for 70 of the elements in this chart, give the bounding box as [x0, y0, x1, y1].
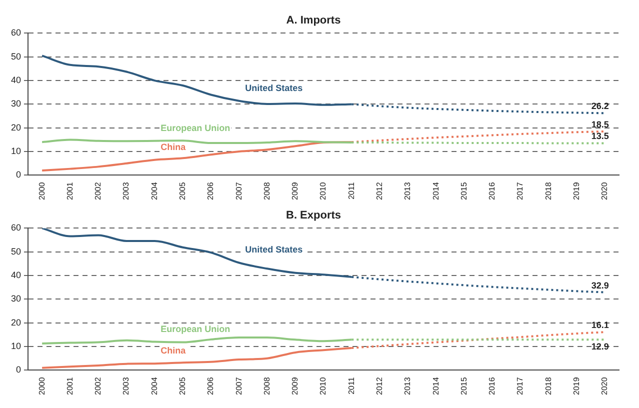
x-tick-label: 2020 — [600, 376, 610, 395]
x-tick-label: 2014 — [431, 182, 440, 200]
x-tick-label: 2010 — [318, 182, 328, 200]
x-tick-label: 2017 — [516, 182, 525, 200]
chart-title: A. Imports — [286, 14, 341, 27]
y-tick-label: 50 — [10, 51, 22, 62]
x-tick-label: 2011 — [346, 376, 356, 394]
x-tick-label: 2019 — [572, 182, 581, 200]
x-tick-label: 2009 — [290, 376, 300, 395]
x-tick-label: 2016 — [488, 182, 497, 200]
chart-title: B. Exports — [286, 210, 342, 222]
y-tick-label: 0 — [16, 170, 22, 180]
data-label: 26.2 — [591, 101, 609, 112]
x-tick-label: 2000 — [37, 182, 46, 200]
y-tick-label: 40 — [10, 75, 22, 86]
x-tick-label: 2012 — [374, 376, 384, 395]
y-tick-label: 0 — [16, 364, 22, 375]
series-label: United States — [245, 82, 303, 93]
x-tick-label: 2006 — [206, 376, 216, 395]
y-tick-label: 20 — [10, 122, 22, 132]
data-label: 13.5 — [591, 131, 609, 142]
x-tick-label: 2002 — [94, 182, 103, 200]
x-tick-label: 2015 — [459, 376, 468, 395]
x-tick-label: 2011 — [346, 182, 356, 200]
data-label: 32.9 — [591, 280, 609, 290]
data-label: 18.5 — [591, 119, 609, 130]
x-tick-label: 2000 — [37, 376, 46, 395]
x-tick-label: 2004 — [150, 182, 159, 200]
x-tick-label: 2013 — [403, 376, 412, 395]
x-tick-label: 2003 — [122, 376, 131, 395]
series-label: European Union — [160, 122, 230, 133]
y-tick-label: 60 — [10, 222, 22, 233]
x-tick-label: 2019 — [572, 376, 581, 395]
x-tick-label: 2001 — [65, 376, 74, 395]
y-tick-label: 30 — [10, 294, 22, 304]
x-tick-label: 2018 — [544, 182, 553, 200]
series-label: European Union — [160, 324, 230, 334]
y-tick-label: 20 — [10, 317, 22, 328]
x-tick-label: 2002 — [94, 376, 103, 395]
x-tick-label: 2005 — [178, 376, 187, 395]
x-tick-label: 2012 — [374, 182, 384, 200]
x-tick-label: 2003 — [122, 182, 131, 200]
series-label: United States — [245, 244, 303, 255]
series-label: China — [160, 346, 187, 356]
data-label: 12.9 — [591, 342, 609, 352]
x-tick-label: 2001 — [65, 182, 74, 200]
x-tick-label: 2007 — [234, 182, 244, 200]
x-tick-label: 2013 — [403, 182, 412, 200]
x-tick-label: 2016 — [488, 376, 497, 395]
x-tick-label: 2015 — [459, 182, 468, 200]
y-tick-label: 40 — [10, 270, 22, 280]
x-tick-label: 2005 — [178, 182, 187, 200]
x-tick-label: 2020 — [600, 182, 610, 200]
y-tick-label: 50 — [10, 246, 22, 256]
x-tick-label: 2006 — [206, 182, 216, 200]
x-tick-label: 2017 — [516, 376, 525, 395]
x-tick-label: 2008 — [262, 182, 272, 200]
x-tick-label: 2018 — [544, 376, 553, 395]
series-label: China — [160, 142, 187, 152]
x-tick-label: 2007 — [234, 376, 244, 395]
x-tick-label: 2004 — [150, 376, 159, 395]
y-tick-label: 60 — [10, 28, 22, 38]
x-tick-label: 2014 — [431, 376, 440, 395]
y-tick-label: 10 — [10, 341, 22, 352]
x-tick-label: 2010 — [318, 376, 328, 395]
y-tick-label: 30 — [10, 98, 22, 109]
x-tick-label: 2009 — [290, 182, 300, 200]
y-tick-label: 10 — [10, 146, 22, 156]
data-label: 16.1 — [591, 320, 609, 330]
x-tick-label: 2008 — [262, 376, 272, 395]
